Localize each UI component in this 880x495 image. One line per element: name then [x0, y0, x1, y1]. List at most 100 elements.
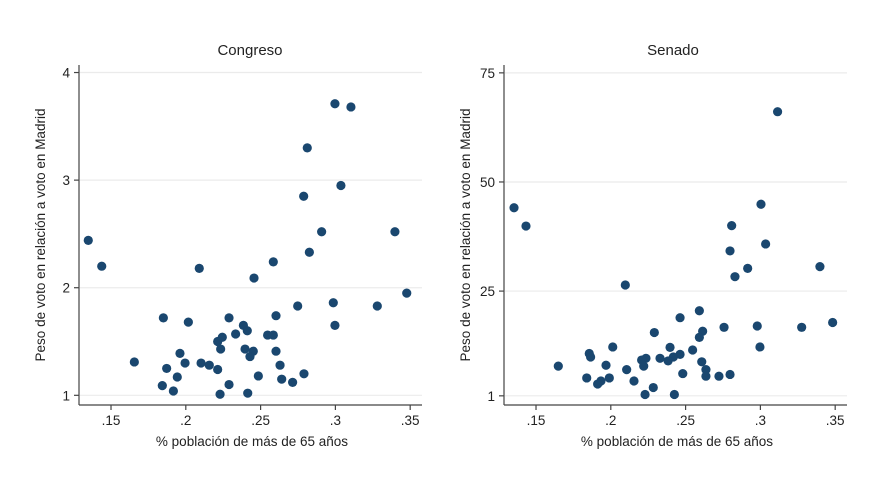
data-point: [725, 369, 735, 380]
data-point: [622, 365, 632, 375]
data-point: [194, 263, 204, 273]
data-point: [204, 360, 214, 370]
data-point: [719, 322, 729, 332]
data-point: [701, 371, 711, 381]
data-point: [157, 381, 167, 391]
data-point: [268, 257, 278, 267]
data-point: [243, 388, 253, 398]
data-point: [694, 332, 704, 342]
data-point: [317, 227, 327, 237]
y-tick-label: 50: [480, 175, 495, 190]
data-point: [521, 221, 531, 231]
y-tick-label: 2: [62, 281, 70, 296]
data-point: [648, 382, 658, 393]
data-point: [714, 371, 724, 381]
data-point: [216, 344, 226, 354]
data-point: [608, 342, 618, 352]
y-axis-label: Peso de voto en relación a voto en Madri…: [458, 109, 473, 362]
x-tick-label: .15: [527, 413, 546, 428]
data-point: [249, 273, 259, 283]
data-point: [330, 99, 340, 109]
y-axis-label: Peso de voto en relación a voto en Madri…: [33, 109, 48, 362]
y-tick-label: 3: [62, 173, 70, 188]
data-point: [240, 344, 250, 354]
data-point: [162, 363, 172, 374]
data-point: [196, 358, 206, 368]
data-point: [675, 313, 685, 323]
data-point: [701, 365, 711, 375]
data-point: [299, 191, 309, 201]
data-point: [253, 371, 263, 381]
y-tick-label: 1: [487, 389, 495, 404]
data-point: [761, 239, 771, 249]
y-tick-label: 4: [62, 66, 70, 81]
data-point: [275, 360, 285, 370]
data-point: [277, 374, 287, 384]
data-point: [271, 311, 281, 321]
x-tick-label: .25: [251, 413, 270, 428]
data-point: [678, 368, 688, 379]
data-point: [213, 336, 223, 347]
panel-title: Congreso: [217, 42, 282, 59]
y-tick-label: 75: [480, 66, 495, 81]
x-tick-label: .2: [605, 413, 616, 428]
panel-title: Senado: [647, 42, 699, 59]
data-point: [725, 246, 735, 256]
data-point: [97, 261, 107, 271]
data-point: [640, 389, 650, 400]
x-tick-label: .3: [755, 413, 766, 428]
data-point: [756, 199, 766, 209]
data-point: [655, 353, 665, 363]
data-point: [620, 280, 630, 290]
data-point: [586, 352, 596, 362]
data-point: [271, 346, 281, 356]
data-point: [402, 288, 412, 298]
data-point: [242, 326, 252, 336]
x-axis-label: % población de más de 65 años: [156, 434, 348, 449]
data-point: [553, 361, 563, 371]
panel-senado: Senado Peso de voto en relación a voto e…: [458, 42, 847, 449]
data-point: [293, 301, 303, 311]
x-tick-label: .35: [826, 413, 845, 428]
data-point: [304, 247, 314, 257]
data-point: [330, 320, 340, 330]
data-point: [663, 356, 673, 366]
data-point: [224, 313, 234, 323]
data-point: [743, 263, 753, 273]
data-point: [336, 180, 346, 191]
x-tick-label: .35: [401, 413, 420, 428]
data-point: [797, 322, 807, 332]
data-point: [593, 379, 603, 389]
data-point: [727, 221, 737, 231]
data-point: [299, 369, 309, 379]
data-point: [183, 317, 193, 327]
data-point: [268, 330, 278, 340]
data-point: [665, 342, 675, 352]
data-point: [639, 361, 649, 371]
data-point: [604, 373, 614, 383]
x-tick-label: .15: [102, 413, 121, 428]
data-point: [175, 348, 185, 358]
data-point: [815, 262, 825, 272]
data-point: [302, 143, 312, 153]
data-point: [180, 358, 190, 368]
x-tick-label: .2: [180, 413, 191, 428]
data-point: [828, 317, 838, 328]
data-point: [752, 321, 762, 331]
data-point: [215, 389, 225, 399]
data-point: [231, 329, 241, 339]
data-point: [730, 272, 740, 282]
data-point: [288, 377, 298, 388]
data-point: [346, 102, 356, 112]
data-point: [694, 306, 704, 316]
data-point: [245, 351, 255, 362]
data-point: [158, 313, 168, 323]
data-point: [168, 386, 178, 396]
data-point: [390, 227, 400, 237]
data-point: [83, 235, 93, 245]
x-tick-label: .3: [330, 413, 341, 428]
panel-congreso: Congreso Peso de voto en relación a voto…: [33, 42, 422, 449]
data-point: [328, 298, 338, 308]
x-tick-label: .25: [676, 413, 695, 428]
